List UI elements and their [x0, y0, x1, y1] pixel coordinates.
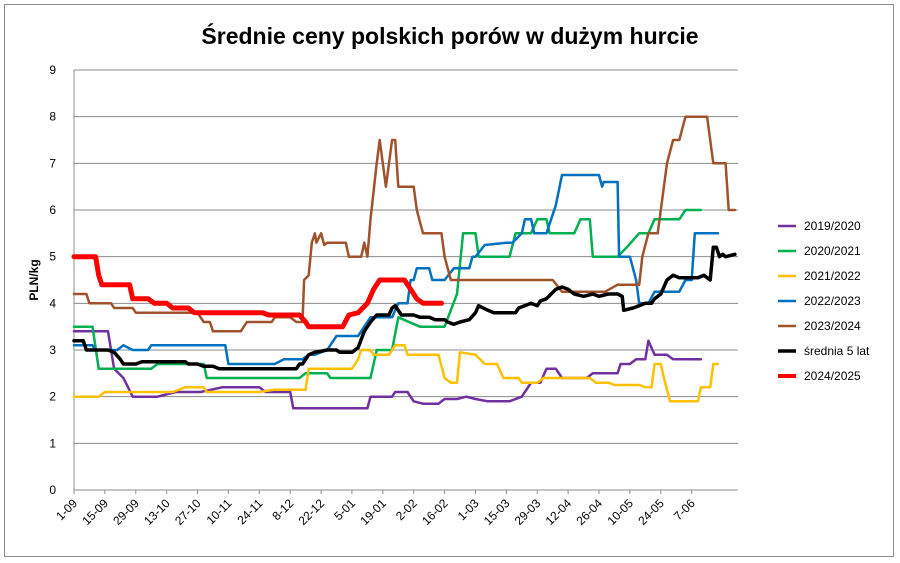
y-tick-label: 6	[49, 203, 56, 217]
y-tick-label: 8	[49, 110, 56, 124]
series-line	[72, 330, 703, 410]
x-tick-label: 24-11	[234, 496, 265, 527]
series-line	[72, 344, 720, 403]
x-tick-label: 1-03	[455, 496, 482, 523]
y-tick-label: 4	[49, 296, 56, 310]
series-line	[72, 115, 737, 333]
series-line	[71, 254, 444, 330]
x-tick-label: 29-09	[110, 496, 142, 528]
x-tick-label: 10-11	[204, 496, 235, 527]
y-tick-label: 3	[49, 343, 56, 357]
y-axis-label: PLN/kg	[27, 259, 41, 300]
x-tick-label: 2-02	[393, 496, 420, 523]
y-tick-label: 5	[49, 250, 56, 264]
legend-label: 2023/2024	[804, 319, 861, 333]
y-tick-label: 2	[49, 390, 56, 404]
legend-label: 2019/2020	[804, 219, 861, 233]
x-tick-label: 22-12	[296, 496, 328, 528]
x-tick-label: 16-02	[419, 496, 451, 528]
x-tick-label: 8-12	[269, 496, 296, 523]
x-tick-label: 5-01	[331, 496, 358, 523]
series-line	[72, 245, 737, 371]
x-tick-label: 1-09	[53, 496, 80, 523]
x-tick-label: 13-10	[141, 496, 173, 528]
legend-label: 2020/2021	[804, 244, 861, 258]
chart-frame	[4, 4, 894, 557]
x-tick-label: 10-05	[604, 496, 636, 528]
series-line	[72, 208, 703, 380]
x-tick-label: 27-10	[172, 496, 204, 528]
x-tick-label: 19-01	[357, 496, 389, 528]
x-tick-label: 12-04	[543, 496, 575, 528]
y-tick-label: 7	[49, 156, 56, 170]
y-tick-label: 1	[49, 436, 56, 450]
y-tick-label: 0	[49, 483, 56, 497]
legend-label: średnia 5 lat	[804, 344, 870, 358]
x-tick-label: 15-03	[481, 496, 513, 528]
x-tick-label: 15-09	[79, 496, 111, 528]
x-tick-label: 26-04	[574, 496, 606, 528]
x-tick-label: 7-06	[671, 496, 698, 523]
x-tick-label: 29-03	[512, 496, 544, 528]
y-tick-label: 9	[49, 63, 56, 77]
legend-label: 2024/2025	[804, 369, 861, 383]
x-tick-label: 24-05	[635, 496, 667, 528]
legend: 2019/2020 2020/2021 2021/2022 2022/2023 2023…	[778, 219, 870, 383]
legend-label: 2022/2023	[804, 294, 861, 308]
chart-title: Średnie ceny polskich porów w dużym hurc…	[201, 22, 698, 49]
legend-label: 2021/2022	[804, 269, 861, 283]
